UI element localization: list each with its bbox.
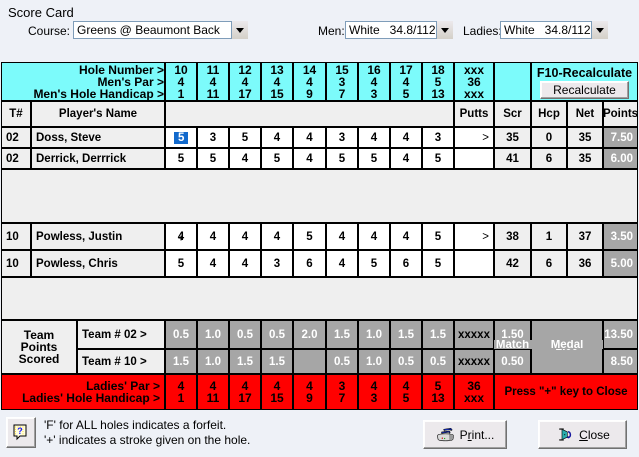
svg-text:?: ? [17, 426, 23, 436]
